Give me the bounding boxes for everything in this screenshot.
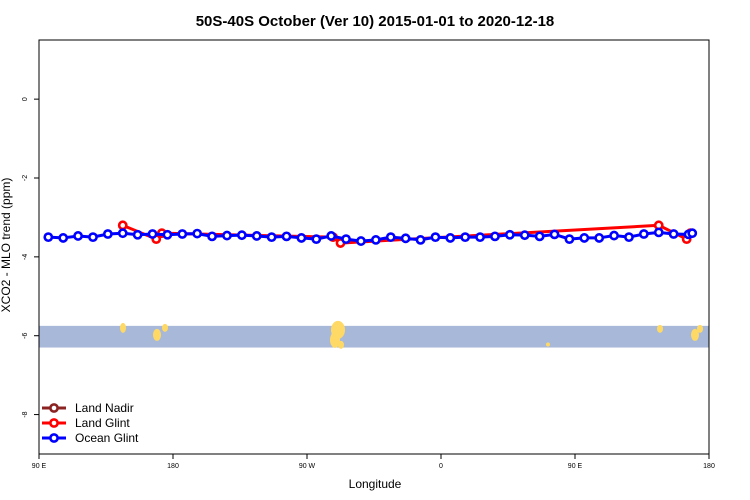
x-tick-label: 180 xyxy=(703,463,715,470)
data-point xyxy=(549,229,560,240)
data-point xyxy=(251,231,262,241)
data-point xyxy=(430,232,441,243)
data-point xyxy=(102,229,113,239)
x-tick-label: 0 xyxy=(439,463,443,470)
data-point xyxy=(594,233,605,243)
data-point xyxy=(475,232,485,243)
data-point xyxy=(88,232,98,243)
data-point xyxy=(638,229,649,239)
series-ocean-glint xyxy=(43,227,698,246)
data-point xyxy=(668,229,679,239)
x-tick-label: 90 E xyxy=(32,463,47,470)
land-mass xyxy=(691,328,699,341)
data-point xyxy=(117,228,128,239)
data-point xyxy=(356,236,366,246)
data-point xyxy=(177,229,188,239)
data-point xyxy=(192,228,203,239)
legend-entry: Land Nadir xyxy=(42,401,134,415)
data-point xyxy=(445,233,456,243)
x-axis-label: Longitude xyxy=(349,477,402,491)
ocean-band xyxy=(39,325,709,348)
data-point xyxy=(132,229,143,240)
axes: 90 E 180 90 W 0 90 E 180 0 -2 -4 -6 -8 xyxy=(22,97,715,470)
data-point xyxy=(162,229,173,240)
y-axis-label: XCO2 - MLO trend (ppm) xyxy=(0,178,13,313)
map-strip xyxy=(39,320,709,349)
data-point xyxy=(236,230,247,241)
legend-label: Ocean Glint xyxy=(75,431,139,445)
data-point xyxy=(207,231,217,242)
y-tick-label: -8 xyxy=(22,411,29,417)
data-point xyxy=(653,227,664,238)
data-point xyxy=(281,231,292,242)
y-tick-label: -2 xyxy=(22,175,29,181)
chart-title: 50S-40S October (Ver 10) 2015-01-01 to 2… xyxy=(196,13,555,30)
land-mass xyxy=(162,323,168,332)
data-point xyxy=(624,232,634,243)
legend-entry: Land Glint xyxy=(42,416,130,430)
x-tick-label: 90 W xyxy=(299,463,316,470)
legend-label: Land Glint xyxy=(75,416,130,430)
legend-entry: Ocean Glint xyxy=(42,431,139,445)
y-tick-label: -4 xyxy=(22,254,29,260)
land-mass xyxy=(697,324,703,333)
data-point xyxy=(490,231,500,242)
data-point xyxy=(385,232,396,243)
data-point xyxy=(519,230,530,241)
legend-swatch-marker xyxy=(49,418,59,428)
land-mass xyxy=(657,324,663,333)
data-point xyxy=(400,233,411,244)
legend-swatch-marker xyxy=(49,433,59,443)
land-mass xyxy=(338,340,344,349)
data-point xyxy=(58,233,69,243)
data-point xyxy=(73,231,83,241)
land-mass xyxy=(330,331,340,348)
data-point xyxy=(370,235,381,245)
data-point xyxy=(460,232,471,243)
legend-label: Land Nadir xyxy=(75,401,134,415)
data-point xyxy=(564,234,575,245)
x-tick-label: 180 xyxy=(167,463,179,470)
legend-swatch-marker xyxy=(49,403,59,413)
data-point xyxy=(341,234,351,245)
y-tick-label: 0 xyxy=(22,97,29,101)
data-point xyxy=(326,231,337,241)
land-mass xyxy=(153,328,161,341)
data-point xyxy=(222,230,232,241)
data-point xyxy=(147,229,158,239)
plot-frame xyxy=(38,39,710,455)
land-mass xyxy=(546,342,550,347)
x-tick-label: 90 E xyxy=(568,463,583,470)
data-point xyxy=(504,229,515,240)
data-point xyxy=(296,233,307,243)
data-point xyxy=(43,232,54,243)
data-point xyxy=(687,228,698,239)
y-tick-label: -6 xyxy=(22,333,29,339)
data-point xyxy=(311,234,322,245)
data-point xyxy=(415,235,426,245)
data-point xyxy=(117,220,128,231)
data-point xyxy=(266,232,277,243)
data-point xyxy=(579,233,590,243)
data-point xyxy=(534,231,545,242)
land-mass xyxy=(120,322,126,333)
series-layer xyxy=(43,220,698,248)
data-point xyxy=(609,230,619,241)
